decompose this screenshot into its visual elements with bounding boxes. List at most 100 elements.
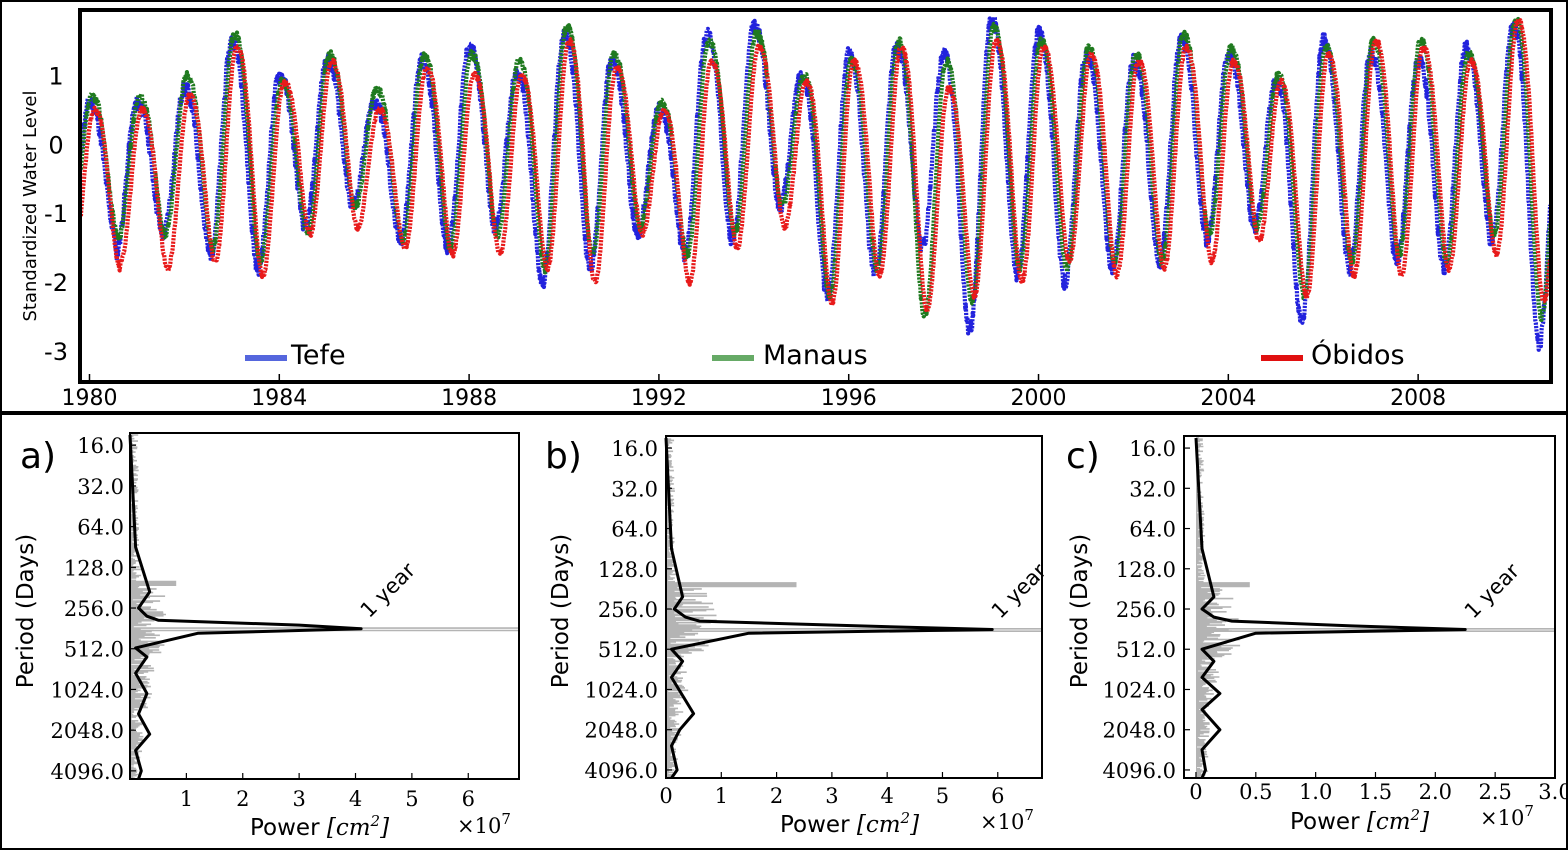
periodogram-ytick-label: 64.0: [611, 518, 658, 542]
periodogram-ytick-label: 16.0: [1129, 437, 1176, 461]
timeseries-xtick-label: 2000: [1011, 386, 1067, 411]
periodogram-ytick-label: 1024.0: [1103, 678, 1176, 702]
series-obidos: [78, 17, 1553, 315]
periodogram-xtick-label: 1: [180, 787, 193, 811]
periodogram-xtick-label: 1: [715, 784, 728, 808]
periodogram-ytick-label: 256.0: [1116, 598, 1176, 622]
periodogram-a-ylabel: Period (Days): [13, 534, 39, 688]
periodogram-ytick-label: 4096.0: [51, 760, 124, 784]
raw-periodogram: [666, 437, 1042, 778]
periodogram-frame: [129, 432, 520, 780]
periodogram-ytick-label: 32.0: [1129, 477, 1176, 501]
periodogram-ytick-label: 32.0: [77, 475, 124, 499]
legend-label-manaus: Manaus: [763, 340, 868, 371]
periodogram-ytick-label: 2048.0: [1103, 719, 1176, 743]
periodogram-a-multiplier: ×107: [457, 810, 511, 838]
periodogram-xtick-label: 0: [659, 784, 672, 808]
timeseries-plot-area: [78, 14, 1553, 352]
periodogram-xtick-label: 2: [236, 787, 249, 811]
periodogram-ytick-label: 1024.0: [51, 678, 124, 702]
periodogram-xtick-label: 2.0: [1419, 780, 1452, 804]
periodogram-ytick-label: 4096.0: [1103, 759, 1176, 783]
periodogram-xtick-label: 5: [936, 784, 949, 808]
smoothed-periodogram: [1194, 437, 1467, 779]
periodogram-ytick-label: 4096.0: [585, 759, 658, 783]
xlabel-exp: 2: [1410, 806, 1421, 824]
periodogram-ytick-label: 128.0: [1116, 558, 1176, 582]
legend-label-obidos: Óbidos: [1311, 339, 1405, 371]
periodogram-xtick-label: 3: [825, 784, 838, 808]
timeseries-legend: Tefe Manaus Óbidos: [245, 339, 1405, 371]
panel-label-b: b): [545, 436, 582, 477]
multiplier-exp: 7: [501, 810, 511, 828]
periodogram-ytick-label: 64.0: [77, 516, 124, 540]
periodogram-a-xlabel: Power [cm2]: [250, 812, 389, 841]
timeseries-xtick-label: 1984: [251, 386, 307, 411]
xlabel-unit: [cm: [1367, 809, 1411, 835]
timeseries-xtick-label: 2008: [1390, 386, 1446, 411]
periodogram-xtick-label: 5: [405, 787, 418, 811]
timeseries-ytick-label: 0: [48, 131, 63, 159]
multiplier-exp: 7: [1024, 806, 1034, 824]
legend-label-tefe: Tefe: [290, 340, 346, 371]
periodogram-ytick-label: 256.0: [64, 597, 124, 621]
panel-label-a: a): [20, 436, 56, 477]
timeseries-ytick-label: -3: [44, 338, 68, 366]
periodogram-b-ylabel: Period (Days): [548, 534, 574, 688]
periodogram-panel-b: b) Period (Days) Power [cm2] ×107 16.0 3 2…: [545, 435, 1051, 838]
xlabel-exp: 2: [900, 809, 911, 827]
one-year-annotation: 1 year: [356, 558, 421, 623]
periodogram-ytick-label: 16.0: [611, 437, 658, 461]
timeseries-xtick-label: 1988: [441, 386, 497, 411]
xlabel-word: Power: [250, 815, 320, 841]
periodogram-xtick-label: 3.0: [1538, 780, 1568, 804]
smoothed-periodogram: [664, 437, 994, 779]
multiplier-base: ×10: [457, 814, 501, 838]
periodogram-c-multiplier: ×107: [1480, 802, 1534, 830]
periodogram-ytick-label: 64.0: [1129, 518, 1176, 542]
periodogram-ytick-label: 2048.0: [51, 719, 124, 743]
periodogram-panel-c: c) Period (Days) Power [cm2] ×107 16.0 32…: [1066, 435, 1568, 835]
xlabel-close: ]: [909, 812, 919, 838]
timeseries-ytick-label: -2: [44, 269, 68, 297]
xlabel-word: Power: [780, 812, 850, 838]
panel-label-c: c): [1066, 436, 1100, 477]
timeseries-ytick-label: -1: [44, 200, 68, 228]
multiplier-exp: 7: [1524, 802, 1534, 820]
xlabel-unit: [cm: [327, 815, 371, 841]
periodogram-ytick-label: 1024.0: [585, 678, 658, 702]
xlabel-close: ]: [379, 815, 389, 841]
timeseries-ylabel: Standardized Water Level: [20, 90, 41, 321]
timeseries-yticks: 1 0 -1 -2 -3: [44, 62, 68, 366]
timeseries-ytick-label: 1: [48, 62, 63, 90]
periodogram-xtick-label: 1.0: [1299, 780, 1332, 804]
periodogram-panel-a: a) Period (Days) Power [cm2] ×107 16.032…: [13, 432, 520, 841]
raw-periodogram: [1196, 437, 1555, 778]
smoothed-periodogram: [128, 434, 363, 780]
xlabel-unit: [cm: [857, 812, 901, 838]
xlabel-exp: 2: [370, 812, 381, 830]
periodogram-c-xlabel: Power [cm2]: [1290, 806, 1429, 835]
multiplier-base: ×10: [1480, 806, 1524, 830]
periodogram-ytick-label: 2048.0: [585, 719, 658, 743]
one-year-annotation: 1 year: [1460, 559, 1525, 624]
timeseries-frame: [78, 8, 1553, 384]
periodogram-ytick-label: 256.0: [598, 598, 658, 622]
periodogram-b-xlabel: Power [cm2]: [780, 809, 919, 838]
periodogram-xtick-label: 3: [292, 787, 305, 811]
periodogram-ytick-label: 512.0: [64, 638, 124, 662]
timeseries-xtick-label: 1992: [631, 386, 687, 411]
periodogram-xtick-label: 1.5: [1359, 780, 1392, 804]
periodogram-ytick-label: 128.0: [64, 556, 124, 580]
periodogram-xtick-label: 4: [880, 784, 893, 808]
periodogram-ytick-label: 128.0: [598, 558, 658, 582]
periodogram-frame: [665, 435, 1043, 779]
periodogram-frame: [1183, 435, 1556, 779]
timeseries-xtick-label: 2004: [1200, 386, 1256, 411]
periodogram-b-multiplier: ×107: [980, 806, 1034, 834]
raw-periodogram: [130, 434, 519, 779]
multiplier-base: ×10: [980, 810, 1024, 834]
periodogram-ytick-label: 16.0: [77, 434, 124, 458]
